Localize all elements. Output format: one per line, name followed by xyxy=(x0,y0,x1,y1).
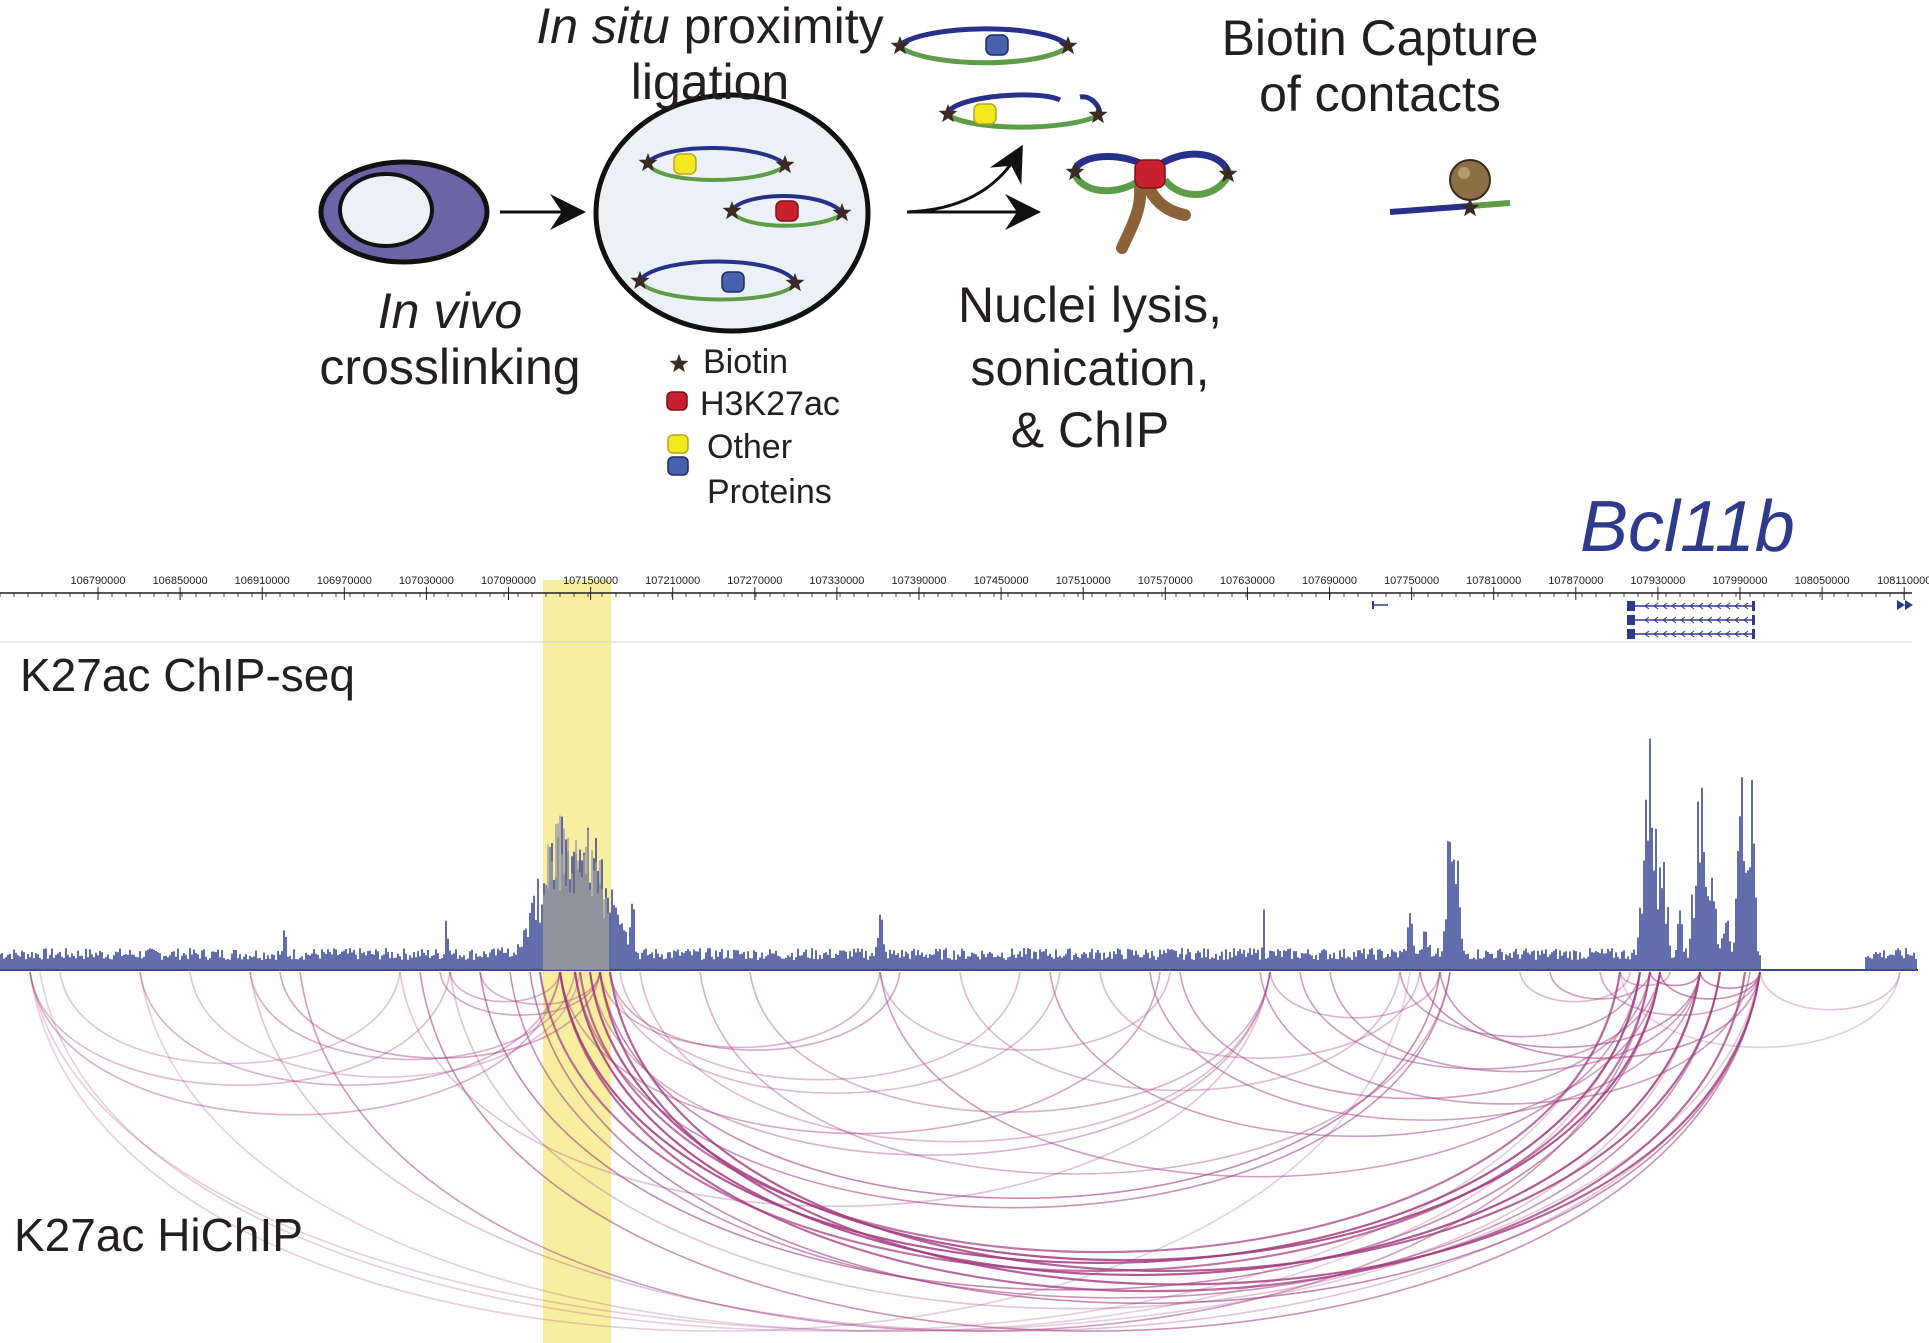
biotin-star-icon xyxy=(775,155,795,174)
h3k27ac-legend-icon xyxy=(666,391,688,411)
coordinate-ruler: 106790000 106850000 106910000 106970000 1070… xyxy=(0,575,1929,600)
legend-h3k27ac-label: H3K27ac xyxy=(700,385,840,423)
coordinate-tick-label: 107270000 xyxy=(727,575,782,587)
biotin-star-icon xyxy=(722,201,742,220)
biotin-star-icon xyxy=(938,104,958,123)
biotin-star-icon xyxy=(1065,162,1085,181)
coordinate-tick-label: 107450000 xyxy=(974,575,1029,587)
step-capture-label: Biotin Capture of contacts xyxy=(1221,10,1539,122)
coordinate-tick-label: 107630000 xyxy=(1220,575,1275,587)
biotin-star-icon xyxy=(1058,36,1078,55)
biotin-star-icon xyxy=(638,153,658,172)
coordinate-tick-label: 107150000 xyxy=(563,575,618,587)
coordinate-tick-label: 107090000 xyxy=(481,575,536,587)
step-chip-label: Nuclei lysis, sonication, & ChIP xyxy=(958,277,1222,458)
step-ligation-label: In situ proximity ligation xyxy=(536,0,884,110)
coordinate-tick-label: 106970000 xyxy=(317,575,372,587)
biotin-star-icon xyxy=(1088,105,1108,124)
coordinate-tick-label: 107570000 xyxy=(1138,575,1193,587)
biotin-star-icon xyxy=(630,271,650,290)
coordinate-tick-label: 107870000 xyxy=(1548,575,1603,587)
coordinate-tick-label: 107210000 xyxy=(645,575,700,587)
coordinate-tick-label: 107750000 xyxy=(1384,575,1439,587)
hichip-track-label: K27ac HiChIP xyxy=(14,1209,303,1261)
coordinate-tick-label: 108050000 xyxy=(1795,575,1850,587)
chip-product-icon xyxy=(1071,150,1232,254)
biotin-star-icon xyxy=(1460,198,1480,217)
coordinate-tick-label: 106850000 xyxy=(153,575,208,587)
ligation-product-blue-icon xyxy=(898,26,1070,66)
coordinate-tick-label: 107690000 xyxy=(1302,575,1357,587)
coordinate-tick-label: 107930000 xyxy=(1630,575,1685,587)
chipseq-signal-track xyxy=(0,738,1918,971)
gene-model xyxy=(1372,600,1913,639)
biotin-star-icon xyxy=(1218,164,1238,183)
legend-icons xyxy=(666,391,689,476)
coordinate-tick-label: 107330000 xyxy=(809,575,864,587)
biotin-star-icon xyxy=(890,36,910,55)
other-protein-yellow-legend-icon xyxy=(667,434,689,454)
biotin-star-icon xyxy=(785,273,805,292)
hichip-schematic xyxy=(318,26,1511,476)
step-crosslinking-label: In vivo crosslinking xyxy=(319,283,581,395)
coordinate-tick-label: 106790000 xyxy=(70,575,125,587)
cell-nucleus-icon xyxy=(318,159,490,265)
coordinate-tick-label: 107030000 xyxy=(399,575,454,587)
coordinate-tick-label: 107510000 xyxy=(1056,575,1111,587)
other-protein-blue-legend-icon xyxy=(667,456,689,476)
coordinate-tick-label: 108110000 xyxy=(1877,575,1929,587)
coordinate-tick-label: 106910000 xyxy=(235,575,290,587)
legend-proteins-label: Proteins xyxy=(707,473,832,511)
coordinate-tick-label: 107810000 xyxy=(1466,575,1521,587)
hichip-loop-arcs xyxy=(29,971,1901,1332)
ligation-product-yellow-icon xyxy=(945,92,1103,130)
coordinate-tick-label: 107390000 xyxy=(891,575,946,587)
chipseq-track-label: K27ac ChIP-seq xyxy=(20,649,355,701)
coordinate-tick-label: 107990000 xyxy=(1712,575,1767,587)
biotin-star-icon xyxy=(832,203,852,222)
gene-name-label: Bcl11b xyxy=(1580,487,1795,567)
legend-other-label: Other xyxy=(707,428,793,466)
legend-biotin-label: Biotin xyxy=(703,343,789,381)
biotin-star-icon xyxy=(669,354,689,373)
